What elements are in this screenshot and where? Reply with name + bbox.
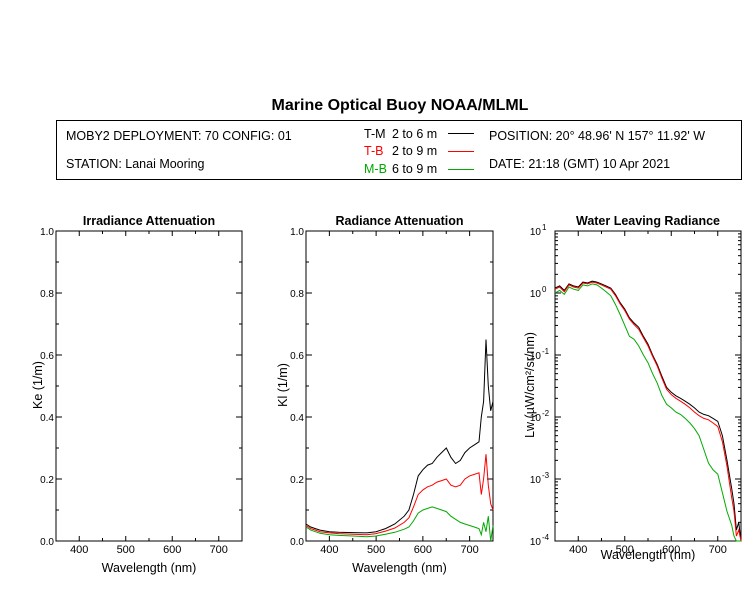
y-tick-label: 10 (530, 537, 542, 548)
legend-line-mb (448, 169, 474, 170)
x-tick-label: 400 (320, 544, 338, 556)
plot-frame (554, 230, 742, 542)
x-tick-label: 500 (367, 544, 385, 556)
series-line-t-b (305, 454, 494, 536)
y-tick-label: 0.4 (40, 413, 54, 424)
legend-item-range: 2 to 9 m (392, 144, 438, 158)
irradiance-panel-title: Irradiance Attenuation (82, 214, 216, 228)
legend-item-code: T-M (364, 127, 386, 141)
y-tick-label-exponent: -4 (542, 533, 550, 542)
y-tick-label: 0.0 (40, 537, 54, 548)
y-tick-label: 0.6 (40, 351, 54, 362)
series-line-m-b (305, 506, 494, 542)
plot-frame (305, 230, 494, 542)
y-tick-label: 0.2 (290, 475, 304, 486)
y-tick-label-exponent: 1 (542, 223, 547, 232)
water-leaving-panel-title: Water Leaving Radiance (575, 214, 721, 228)
y-tick-label: 0.8 (40, 289, 54, 300)
x-tick-label: 600 (662, 544, 680, 556)
x-tick-label: 400 (70, 544, 88, 556)
water-leaving-xlabel: Wavelength (nm) (600, 548, 696, 562)
y-tick-label: 1.0 (40, 227, 54, 238)
x-tick-label: 400 (569, 544, 587, 556)
series-line-m-b (554, 283, 741, 542)
x-tick-label: 500 (117, 544, 135, 556)
series-line-t-m (305, 339, 494, 534)
legend-item-code: M-B (364, 162, 387, 176)
deployment-info-box: MOBY2 DEPLOYMENT: 70 CONFIG: 01 STATION:… (56, 120, 742, 180)
plot-frame (55, 230, 243, 542)
deployment-label: MOBY2 DEPLOYMENT: 70 CONFIG: 01 (66, 129, 292, 143)
y-tick-label: 10 (530, 413, 542, 424)
date-label: DATE: 21:18 (GMT) 10 Apr 2021 (489, 157, 671, 171)
legend-line-tm (448, 133, 474, 134)
irradiance-xlabel: Wavelength (nm) (101, 561, 197, 575)
series-line-t-m (554, 280, 742, 542)
y-tick-label: 1.0 (290, 227, 304, 238)
y-tick-label: 0.4 (290, 413, 304, 424)
y-tick-label: 10 (530, 227, 542, 238)
legend-item-range: 2 to 6 m (392, 127, 438, 141)
legend-item-range: 6 to 9 m (392, 162, 438, 176)
chart-main-title: Marine Optical Buoy NOAA/MLML (271, 97, 529, 114)
y-tick-label-exponent: -1 (542, 347, 550, 356)
x-tick-label: 600 (414, 544, 432, 556)
legend-line-tb (448, 151, 474, 152)
legend-item-code: T-B (364, 144, 384, 158)
position-label: POSITION: 20° 48.96' N 157° 11.92' W (489, 129, 706, 143)
x-tick-label: 500 (616, 544, 634, 556)
y-tick-label-exponent: -2 (542, 409, 550, 418)
y-tick-label: 0.8 (290, 289, 304, 300)
x-tick-label: 700 (210, 544, 228, 556)
y-tick-label: 0.6 (290, 351, 304, 362)
station-label: STATION: Lanai Mooring (66, 157, 205, 171)
y-tick-label-exponent: -3 (542, 471, 550, 480)
y-tick-label: 10 (530, 475, 542, 486)
y-tick-label: 0.2 (40, 475, 54, 486)
x-tick-label: 600 (163, 544, 181, 556)
y-tick-label-exponent: 0 (542, 285, 547, 294)
x-tick-label: 700 (709, 544, 727, 556)
series-line-t-b (554, 281, 742, 542)
y-tick-label: 10 (530, 351, 542, 362)
radiance-xlabel: Wavelength (nm) (352, 561, 447, 575)
x-tick-label: 700 (460, 544, 478, 556)
y-tick-label: 0.0 (290, 537, 304, 548)
radiance-panel-title: Radiance Attenuation (335, 214, 464, 228)
y-tick-label: 10 (530, 289, 542, 300)
